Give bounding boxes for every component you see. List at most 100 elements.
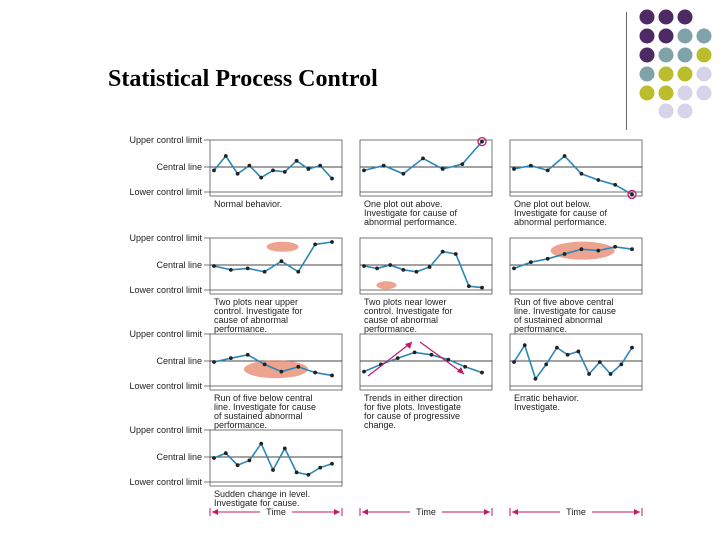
data-point — [318, 163, 323, 168]
data-point — [212, 360, 216, 364]
data-point — [528, 260, 533, 265]
data-point — [235, 463, 240, 468]
data-point — [613, 182, 618, 187]
panel-caption-line: abnormal performance. — [514, 217, 607, 227]
data-point — [362, 264, 366, 268]
panel-caption-line: line. Investigate for cause — [514, 306, 616, 316]
data-point — [440, 249, 445, 254]
data-point — [480, 370, 484, 375]
data-point — [579, 171, 584, 176]
trend-arrow-down — [419, 341, 465, 375]
row-label-upper: Upper control limit — [129, 425, 202, 435]
data-point — [608, 372, 613, 376]
dot-lavender — [696, 66, 712, 82]
chart-panel-9: Erratic behavior.Investigate. — [509, 333, 643, 412]
data-point — [247, 163, 252, 168]
dot-olive — [639, 85, 655, 101]
data-point — [330, 461, 334, 466]
data-point — [565, 352, 570, 357]
data-point — [544, 362, 549, 367]
row-label-central: Central line — [156, 452, 202, 462]
data-point — [223, 154, 228, 158]
data-point — [212, 168, 216, 173]
data-point — [330, 176, 334, 181]
dot-teal — [696, 28, 712, 44]
row-label-lower: Lower control limit — [129, 187, 202, 197]
data-point — [512, 167, 516, 171]
data-point — [262, 269, 267, 274]
data-point — [412, 350, 417, 355]
panel-caption-line: Sudden change in level. — [214, 489, 310, 499]
dot-teal — [658, 47, 674, 63]
row-label-lower: Lower control limit — [129, 477, 202, 487]
data-series-line — [513, 154, 633, 196]
data-point — [576, 349, 581, 354]
data-point — [306, 472, 311, 477]
data-series-line — [213, 353, 333, 377]
dot-lavender — [658, 103, 674, 119]
dot-olive — [658, 66, 674, 82]
chart-panel-2: One plot out above.Investigate for cause… — [359, 136, 493, 227]
data-point — [630, 247, 634, 252]
data-point — [296, 269, 301, 274]
dot-purple — [658, 9, 674, 25]
data-point — [427, 265, 432, 269]
panel-caption-line: Run of five above central — [514, 297, 614, 307]
panel-caption-line: Investigate for cause of — [364, 208, 458, 218]
data-point — [463, 364, 468, 369]
panel-caption-line: line. Investigate for cause — [214, 402, 316, 412]
data-point — [212, 264, 216, 268]
panel-caption-line: One plot out below. — [514, 199, 591, 209]
data-point — [362, 168, 366, 173]
data-series-line — [213, 241, 333, 273]
data-point — [401, 267, 406, 272]
data-point — [555, 345, 559, 350]
row-label-central: Central line — [156, 260, 202, 270]
data-point — [212, 456, 216, 460]
data-point — [271, 168, 275, 173]
data-series-line — [513, 245, 633, 270]
panel-frame — [359, 139, 493, 197]
data-point — [545, 256, 550, 261]
chart-panel-1: Normal behavior. — [209, 139, 343, 209]
data-point — [294, 470, 299, 475]
panel-caption-line: One plot out above. — [364, 199, 443, 209]
panel-caption-line: cause of abnormal — [364, 315, 438, 325]
time-label: Time — [416, 507, 436, 517]
data-point — [512, 266, 516, 271]
arrowhead-right — [484, 509, 490, 515]
data-point — [245, 266, 250, 271]
data-point — [259, 175, 264, 180]
panel-caption-line: Two plots near upper — [214, 297, 298, 307]
time-label: Time — [266, 507, 286, 517]
dot-lavender — [696, 85, 712, 101]
data-point — [228, 356, 233, 361]
panel-caption-line: Investigate. — [514, 402, 560, 412]
data-point — [545, 168, 550, 173]
data-point — [587, 372, 591, 376]
data-point — [223, 451, 228, 456]
arrowhead-right — [334, 509, 340, 515]
data-point — [235, 171, 240, 176]
trend-arrow-up — [367, 341, 413, 377]
data-point — [279, 259, 284, 264]
data-point — [446, 357, 451, 362]
panel-caption-line: Two plots near lower — [364, 297, 447, 307]
time-axis-3: Time — [509, 507, 643, 517]
arrowhead — [405, 342, 412, 349]
panel-caption-line: for cause of progressive — [364, 411, 460, 421]
data-point — [480, 139, 484, 144]
arrowhead-right — [634, 509, 640, 515]
data-point — [460, 162, 465, 167]
dot-purple — [639, 47, 655, 63]
panel-caption-line: performance. — [214, 420, 267, 430]
data-point — [279, 369, 284, 374]
data-point — [282, 169, 287, 174]
data-point — [453, 252, 458, 256]
chart-panel-3: One plot out below.Investigate for cause… — [509, 139, 643, 227]
panel-frame — [209, 139, 343, 197]
panel-caption-line: performance. — [514, 324, 567, 334]
data-point — [466, 284, 471, 289]
